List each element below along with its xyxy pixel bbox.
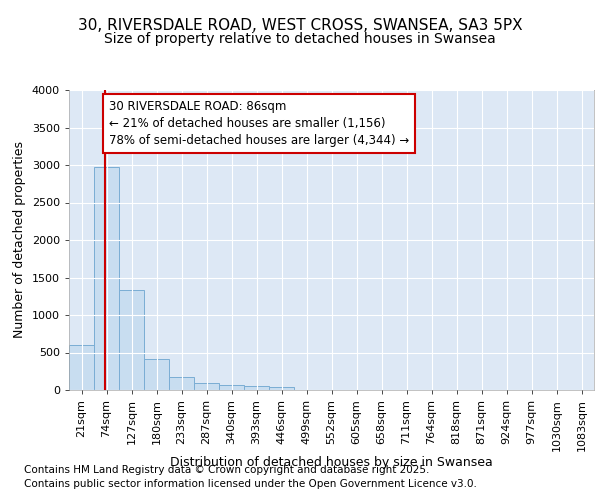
X-axis label: Distribution of detached houses by size in Swansea: Distribution of detached houses by size … [170,456,493,469]
Bar [119,290,144,390]
Text: 30, RIVERSDALE ROAD, WEST CROSS, SWANSEA, SA3 5PX: 30, RIVERSDALE ROAD, WEST CROSS, SWANSEA… [77,18,523,32]
Bar [144,358,169,390]
Bar [169,377,194,390]
Bar [194,382,219,390]
Bar [269,388,294,390]
Text: Size of property relative to detached houses in Swansea: Size of property relative to detached ho… [104,32,496,46]
Text: 30 RIVERSDALE ROAD: 86sqm
← 21% of detached houses are smaller (1,156)
78% of se: 30 RIVERSDALE ROAD: 86sqm ← 21% of detac… [109,100,409,147]
Y-axis label: Number of detached properties: Number of detached properties [13,142,26,338]
Bar [219,385,244,390]
Bar [69,345,94,390]
Text: Contains HM Land Registry data © Crown copyright and database right 2025.: Contains HM Land Registry data © Crown c… [24,465,430,475]
Bar [94,167,119,390]
Bar [244,386,269,390]
Text: Contains public sector information licensed under the Open Government Licence v3: Contains public sector information licen… [24,479,477,489]
